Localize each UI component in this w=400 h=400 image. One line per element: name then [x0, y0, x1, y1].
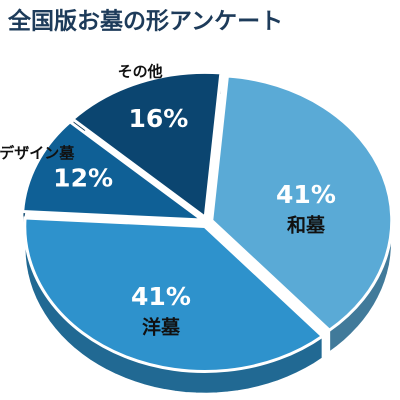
- chart-title: 全国版お墓の形アンケート: [7, 8, 283, 35]
- category-label: デザイン墓: [0, 144, 75, 162]
- pie-slice: [70, 70, 223, 221]
- pie-slice: [210, 74, 394, 333]
- value-label: 41%: [131, 282, 191, 311]
- category-label: その他: [118, 63, 163, 81]
- value-label: 41%: [276, 180, 336, 209]
- category-label: 和墓: [287, 213, 326, 236]
- value-label: 16%: [128, 104, 188, 133]
- category-label: 洋墓: [142, 315, 181, 338]
- pie-slice: [21, 119, 208, 222]
- value-label: 12%: [53, 163, 113, 192]
- pie-slice: [23, 216, 325, 373]
